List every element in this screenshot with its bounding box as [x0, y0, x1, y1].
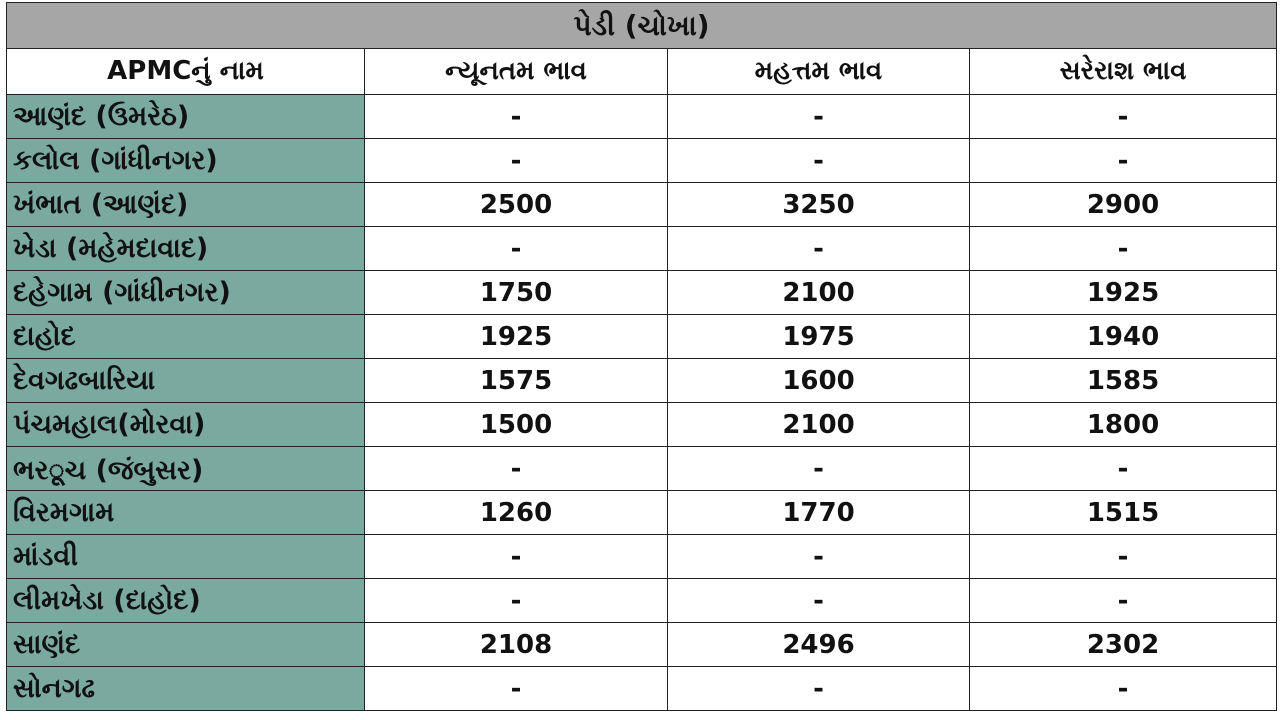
apmc-name-cell: સાણંદ: [6, 622, 365, 667]
min-price-cell: -: [364, 226, 668, 271]
max-price-cell: 2100: [667, 402, 970, 447]
table-row: સાણંદ 2108 2496 2302: [6, 622, 1278, 667]
avg-price-cell: -: [968, 666, 1278, 711]
table-row: દેવગઢબારિયા 1575 1600 1585: [6, 358, 1278, 403]
avg-price-cell: -: [968, 94, 1278, 139]
table-row: આણંદ (ઉમરેઠ) - - -: [6, 94, 1278, 139]
max-price-cell: -: [667, 446, 970, 491]
apmc-name-cell: પંચમહાલ(મોરવા): [6, 402, 365, 447]
max-price-cell: -: [667, 666, 970, 711]
avg-price-cell: 1925: [968, 270, 1278, 315]
max-price-cell: -: [667, 94, 970, 139]
min-price-cell: -: [364, 666, 668, 711]
table-row: ખેડા (મહેમદાવાદ) - - -: [6, 226, 1278, 271]
min-price-cell: 2108: [364, 622, 668, 667]
table-row: ભરूચ (જંબુસર) - - -: [6, 446, 1278, 491]
avg-price-cell: 1585: [968, 358, 1278, 403]
min-price-cell: -: [364, 446, 668, 491]
apmc-name-cell: ભરूચ (જંબુસર): [6, 446, 365, 491]
min-price-cell: -: [364, 534, 668, 579]
max-price-cell: 1600: [667, 358, 970, 403]
max-price-cell: -: [667, 578, 970, 623]
avg-price-cell: 2900: [968, 182, 1278, 227]
apmc-name-cell: લીમખેડા (દાહોદ): [6, 578, 365, 623]
max-price-cell: 2496: [667, 622, 970, 667]
avg-price-cell: -: [968, 226, 1278, 271]
avg-price-cell: 2302: [968, 622, 1278, 667]
table-row: પંચમહાલ(મોરવા) 1500 2100 1800: [6, 402, 1278, 447]
apmc-name-cell: દેવગઢબારિયા: [6, 358, 365, 403]
min-price-cell: 1500: [364, 402, 668, 447]
max-price-cell: -: [667, 534, 970, 579]
min-price-cell: -: [364, 578, 668, 623]
max-price-cell: 3250: [667, 182, 970, 227]
table-row: માંડવી - - -: [6, 534, 1278, 579]
avg-price-cell: -: [968, 534, 1278, 579]
table-title: પેડી (ચોખા): [5, 2, 1278, 49]
avg-price-cell: -: [968, 446, 1278, 491]
table-row: દહેગામ (ગાંધીનગર) 1750 2100 1925: [6, 270, 1278, 315]
header-min-price: ન્યૂનતમ ભાવ: [364, 48, 668, 95]
avg-price-cell: -: [968, 138, 1278, 183]
min-price-cell: 1575: [364, 358, 668, 403]
min-price-cell: 1750: [364, 270, 668, 315]
apmc-name-cell: સોનગઢ: [6, 666, 365, 711]
apmc-name-cell: દહેગામ (ગાંધીનગર): [6, 270, 365, 315]
table-row: દાહોદ 1925 1975 1940: [6, 314, 1278, 359]
apmc-name-cell: વિરમગામ: [6, 490, 365, 535]
apmc-name-cell: આણંદ (ઉમરેઠ): [6, 94, 365, 139]
apmc-name-cell: માંડવી: [6, 534, 365, 579]
table-row: કલોલ (ગાંધીનગર) - - -: [6, 138, 1278, 183]
header-apmc-name: APMCનું નામ: [6, 48, 365, 95]
min-price-cell: 1925: [364, 314, 668, 359]
max-price-cell: -: [667, 138, 970, 183]
min-price-cell: 2500: [364, 182, 668, 227]
avg-price-cell: -: [968, 578, 1278, 623]
table-row: ખંભાત (આણંદ) 2500 3250 2900: [6, 182, 1278, 227]
min-price-cell: -: [364, 94, 668, 139]
header-avg-price: સરેરાશ ભાવ: [968, 48, 1278, 95]
apmc-name-cell: દાહોદ: [6, 314, 365, 359]
max-price-cell: -: [667, 226, 970, 271]
avg-price-cell: 1940: [968, 314, 1278, 359]
price-table: પેડી (ચોખા) APMCનું નામ ન્યૂનતમ ભાવ મહત્…: [5, 2, 1278, 711]
min-price-cell: 1260: [364, 490, 668, 535]
table-row: લીમખેડા (દાહોદ) - - -: [6, 578, 1278, 623]
apmc-name-cell: ખેડા (મહેમદાવાદ): [6, 226, 365, 271]
table-row: વિરમગામ 1260 1770 1515: [6, 490, 1278, 535]
table-row: સોનગઢ - - -: [6, 666, 1278, 711]
header-max-price: મહત્તમ ભાવ: [667, 48, 970, 95]
max-price-cell: 1975: [667, 314, 970, 359]
max-price-cell: 2100: [667, 270, 970, 315]
max-price-cell: 1770: [667, 490, 970, 535]
min-price-cell: -: [364, 138, 668, 183]
avg-price-cell: 1515: [968, 490, 1278, 535]
apmc-name-cell: ખંભાત (આણંદ): [6, 182, 365, 227]
avg-price-cell: 1800: [968, 402, 1278, 447]
apmc-name-cell: કલોલ (ગાંધીનગર): [6, 138, 365, 183]
